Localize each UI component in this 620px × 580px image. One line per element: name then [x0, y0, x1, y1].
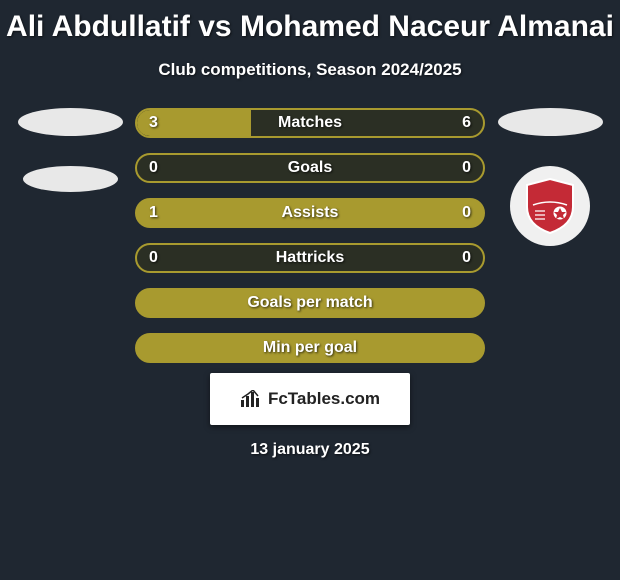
page-title: Ali Abdullatif vs Mohamed Naceur Almanai	[0, 0, 620, 44]
club-logo-placeholder	[18, 108, 123, 136]
shield-icon	[523, 177, 577, 235]
stat-label: Goals	[137, 159, 483, 177]
club-logo	[510, 166, 590, 246]
branding-text: FcTables.com	[268, 389, 380, 409]
stat-bars: 3Matches6 0Goals0 1Assists0 0Hattricks0 Goal…	[135, 108, 485, 363]
bars-icon	[240, 390, 264, 408]
page-subtitle: Club competitions, Season 2024/2025	[0, 60, 620, 80]
left-clubs-column	[15, 108, 125, 192]
stat-label: Matches	[137, 114, 483, 132]
club-logo-placeholder	[498, 108, 603, 136]
branding-badge: FcTables.com	[210, 373, 410, 425]
stat-label: Assists	[137, 204, 483, 222]
stat-bar: 3Matches6	[135, 108, 485, 138]
right-clubs-column	[495, 108, 605, 246]
stat-bar: Goals per match	[135, 288, 485, 318]
club-logo-placeholder	[23, 166, 118, 192]
stat-bar: 1Assists0	[135, 198, 485, 228]
stat-bar: 0Goals0	[135, 153, 485, 183]
stat-label: Min per goal	[137, 339, 483, 357]
stat-bar: 0Hattricks0	[135, 243, 485, 273]
snapshot-date: 13 january 2025	[0, 441, 620, 459]
stat-bar: Min per goal	[135, 333, 485, 363]
stat-label: Hattricks	[137, 249, 483, 267]
comparison-region: 3Matches6 0Goals0 1Assists0 0Hattricks0 Goal…	[0, 108, 620, 363]
stat-label: Goals per match	[137, 294, 483, 312]
